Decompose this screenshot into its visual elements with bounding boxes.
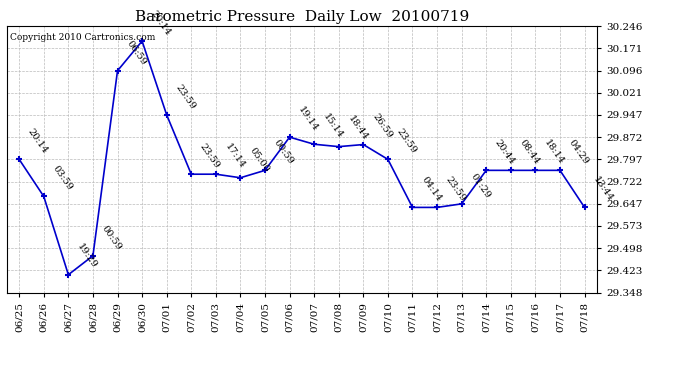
Text: 20:44: 20:44 — [493, 138, 517, 166]
Text: 04:14: 04:14 — [420, 175, 443, 203]
Text: 23:59: 23:59 — [395, 127, 418, 155]
Text: 23:59: 23:59 — [174, 82, 197, 111]
Text: 19:14: 19:14 — [297, 105, 320, 133]
Text: 00:59: 00:59 — [100, 224, 124, 252]
Text: 03:59: 03:59 — [51, 164, 74, 192]
Text: 18:44: 18:44 — [346, 114, 369, 142]
Text: 23:59: 23:59 — [444, 175, 467, 203]
Text: 17:14: 17:14 — [223, 142, 246, 170]
Text: 18:14: 18:14 — [542, 138, 566, 166]
Text: 20:14: 20:14 — [149, 9, 172, 37]
Text: 08:44: 08:44 — [518, 138, 541, 166]
Text: 00:59: 00:59 — [272, 138, 295, 166]
Title: Barometric Pressure  Daily Low  20100719: Barometric Pressure Daily Low 20100719 — [135, 10, 469, 24]
Text: 04:29: 04:29 — [567, 138, 591, 166]
Text: 26:59: 26:59 — [371, 112, 393, 140]
Text: 01:29: 01:29 — [469, 172, 492, 200]
Text: 15:14: 15:14 — [321, 112, 344, 140]
Text: 05:00: 05:00 — [248, 146, 270, 174]
Text: 19:29: 19:29 — [75, 243, 99, 270]
Text: 06:59: 06:59 — [124, 39, 148, 66]
Text: 13:44: 13:44 — [591, 175, 615, 203]
Text: 23:59: 23:59 — [198, 142, 221, 170]
Text: 20:14: 20:14 — [26, 127, 50, 155]
Text: Copyright 2010 Cartronics.com: Copyright 2010 Cartronics.com — [10, 33, 155, 42]
